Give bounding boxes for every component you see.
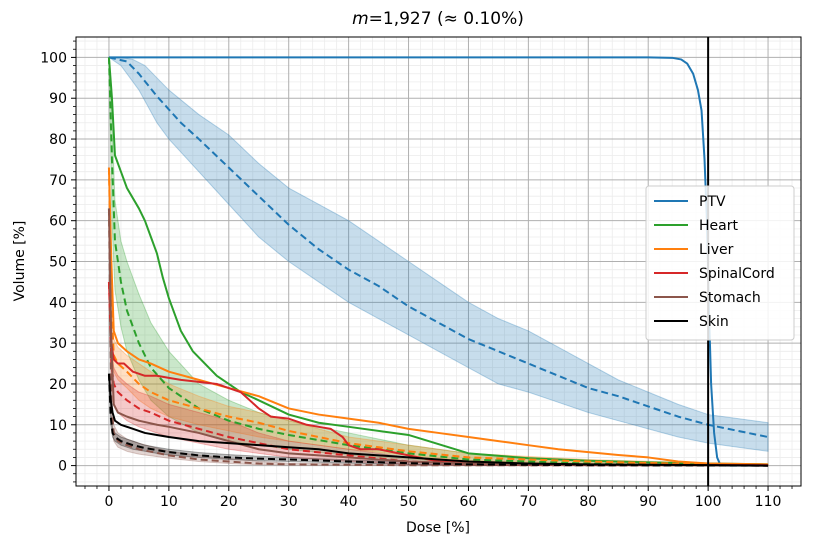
x-tick-label: 50 xyxy=(400,494,418,510)
y-tick-label: 0 xyxy=(58,459,67,475)
x-axis-label: Dose [%] xyxy=(406,520,470,536)
legend-label-heart: Heart xyxy=(699,218,738,234)
x-tick-label: 0 xyxy=(104,494,113,510)
x-tick-label: 110 xyxy=(755,494,782,510)
x-tick-label: 30 xyxy=(280,494,298,510)
x-tick-label: 80 xyxy=(579,494,597,510)
x-axis-ticks: 0 10 20 30 40 50 60 70 80 90 100 110 xyxy=(84,486,793,510)
x-tick-label: 100 xyxy=(695,494,722,510)
x-tick-label: 40 xyxy=(340,494,358,510)
line-skin xyxy=(107,373,769,467)
line-spinalcord xyxy=(107,281,769,467)
line-ptv xyxy=(108,56,769,467)
y-tick-label: 50 xyxy=(49,255,67,271)
y-axis-label: Volume [%] xyxy=(12,221,28,302)
y-tick-label: 10 xyxy=(49,418,67,434)
legend-label-liver: Liver xyxy=(699,242,734,258)
legend: PTV Heart Liver SpinalCord Stomach Skin xyxy=(645,185,795,341)
y-tick-label: 100 xyxy=(40,50,67,66)
legend-label-stomach: Stomach xyxy=(699,290,761,306)
line-dashed-skin xyxy=(107,373,769,467)
chart-title-rest: =1,927 (≈ 0.10%) xyxy=(369,9,524,29)
band-ptv xyxy=(107,56,769,452)
y-tick-label: 20 xyxy=(49,377,67,393)
y-tick-label: 80 xyxy=(49,132,67,148)
line-dashed-stomach xyxy=(107,208,769,467)
y-tick-label: 40 xyxy=(49,295,67,311)
x-tick-label: 90 xyxy=(639,494,657,510)
y-tick-label: 60 xyxy=(49,214,67,230)
line-stomach xyxy=(107,208,769,467)
chart-title-math: m xyxy=(352,9,369,29)
y-tick-label: 70 xyxy=(49,173,67,189)
legend-label-skin: Skin xyxy=(699,314,729,330)
line-dashed-heart xyxy=(107,57,769,467)
y-tick-label: 30 xyxy=(49,336,67,352)
x-tick-label: 60 xyxy=(460,494,478,510)
line-dashed-liver xyxy=(107,167,769,467)
legend-label-spinalcord: SpinalCord xyxy=(699,266,775,282)
y-axis-ticks: 0 10 20 30 40 50 60 70 80 90 100 xyxy=(40,40,76,483)
chart-title-text: m=1,927 (≈ 0.10%) xyxy=(352,9,524,29)
chart-title: m=1,927 (≈ 0.10%) xyxy=(352,9,524,29)
line-liver xyxy=(107,167,769,466)
series-lines xyxy=(107,56,769,467)
line-dashed-ptv xyxy=(108,56,769,438)
x-tick-label: 10 xyxy=(160,494,178,510)
y-tick-label: 90 xyxy=(49,91,67,107)
x-tick-label: 70 xyxy=(519,494,537,510)
line-heart xyxy=(107,57,769,466)
legend-label-ptv: PTV xyxy=(699,194,726,210)
x-tick-label: 20 xyxy=(220,494,238,510)
